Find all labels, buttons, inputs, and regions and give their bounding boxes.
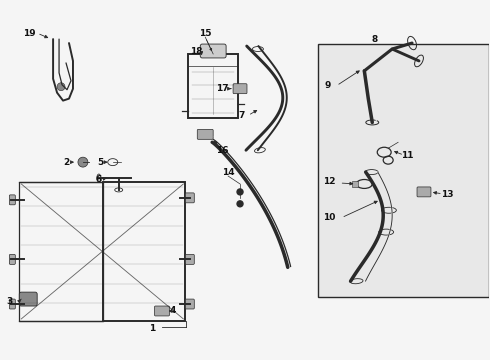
FancyBboxPatch shape	[233, 84, 247, 94]
Circle shape	[237, 201, 243, 207]
Bar	[318, 44, 489, 297]
FancyBboxPatch shape	[185, 255, 195, 264]
Text: 4: 4	[169, 306, 175, 315]
FancyBboxPatch shape	[197, 129, 213, 139]
FancyBboxPatch shape	[9, 255, 15, 264]
Text: 9: 9	[324, 81, 331, 90]
FancyBboxPatch shape	[417, 187, 431, 197]
Text: 6: 6	[96, 175, 102, 184]
Text: 17: 17	[216, 84, 228, 93]
Bar	[188, 54, 238, 118]
FancyBboxPatch shape	[19, 292, 37, 306]
Text: 8: 8	[371, 35, 377, 44]
Bar	[103, 182, 185, 321]
FancyBboxPatch shape	[200, 44, 226, 58]
FancyBboxPatch shape	[154, 306, 170, 316]
Text: 19: 19	[23, 29, 36, 38]
FancyBboxPatch shape	[9, 195, 15, 205]
Bar	[352, 181, 358, 187]
Text: 12: 12	[323, 177, 336, 186]
Text: 5: 5	[98, 158, 104, 167]
Circle shape	[237, 189, 243, 195]
Text: 11: 11	[401, 151, 414, 160]
Bar	[19, 182, 103, 321]
Text: 16: 16	[216, 146, 228, 155]
Text: 2: 2	[63, 158, 69, 167]
FancyBboxPatch shape	[185, 299, 195, 309]
Text: 1: 1	[149, 324, 156, 333]
Text: 13: 13	[441, 190, 453, 199]
Text: 18: 18	[190, 46, 202, 55]
Text: 3: 3	[6, 297, 12, 306]
Text: 14: 14	[222, 167, 234, 176]
FancyBboxPatch shape	[9, 299, 15, 309]
Circle shape	[78, 157, 88, 167]
Text: 15: 15	[199, 29, 212, 38]
Circle shape	[57, 83, 65, 91]
Text: 7: 7	[239, 111, 245, 120]
Text: 10: 10	[323, 213, 336, 222]
FancyBboxPatch shape	[185, 193, 195, 203]
